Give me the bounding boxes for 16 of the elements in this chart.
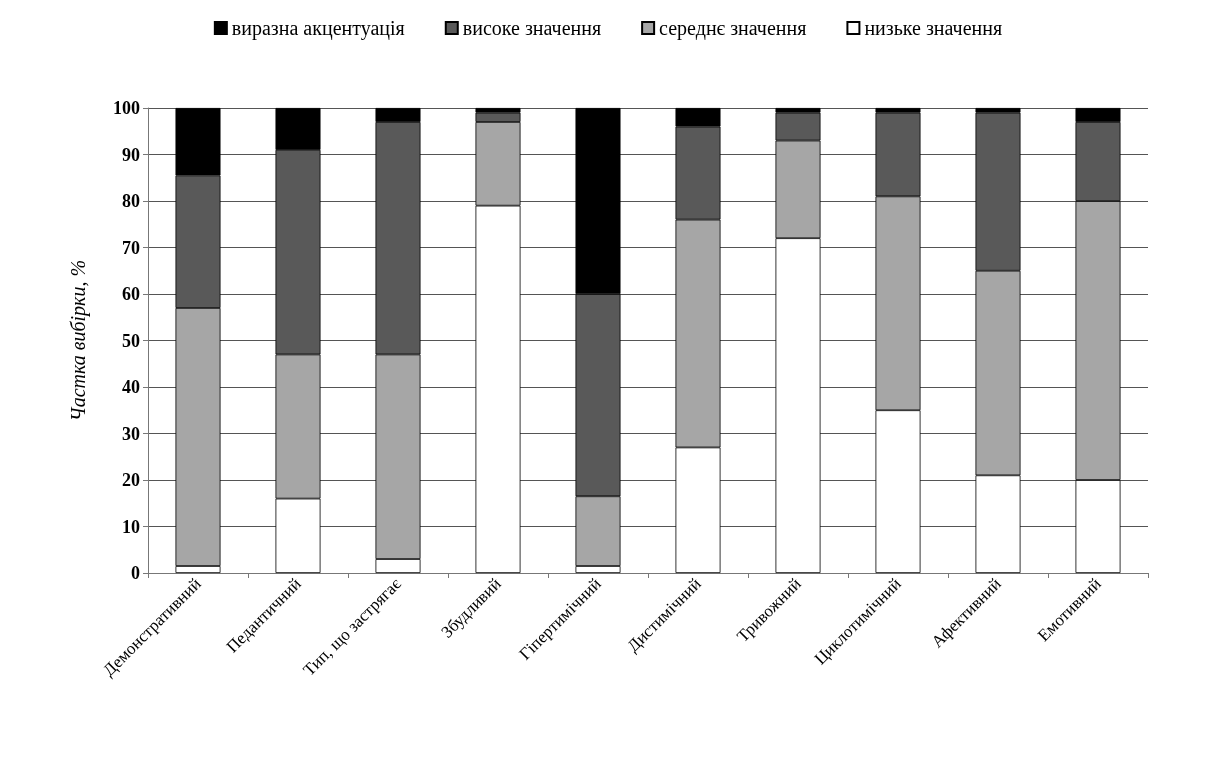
- legend-label: високе значення: [462, 17, 602, 39]
- y-tick-label: 50: [122, 330, 140, 351]
- legend-label: виразна акцентуація: [231, 17, 405, 40]
- legend-label: низьке значення: [864, 17, 1003, 39]
- y-axis-title: Частка вибірки, %: [67, 259, 90, 422]
- y-tick-label: 0: [131, 563, 140, 583]
- y-tick-label: 80: [122, 191, 140, 211]
- y-tick-label: 90: [122, 144, 140, 165]
- y-tick-label: 40: [122, 377, 140, 397]
- y-tick-label: 100: [113, 98, 140, 118]
- legend-label: середнє значення: [659, 17, 807, 40]
- y-tick-label: 30: [122, 423, 140, 444]
- y-tick-label: 10: [122, 516, 140, 537]
- y-tick-label: 70: [122, 237, 140, 258]
- y-tick-label: 20: [122, 470, 140, 490]
- y-tick-label: 60: [122, 284, 140, 304]
